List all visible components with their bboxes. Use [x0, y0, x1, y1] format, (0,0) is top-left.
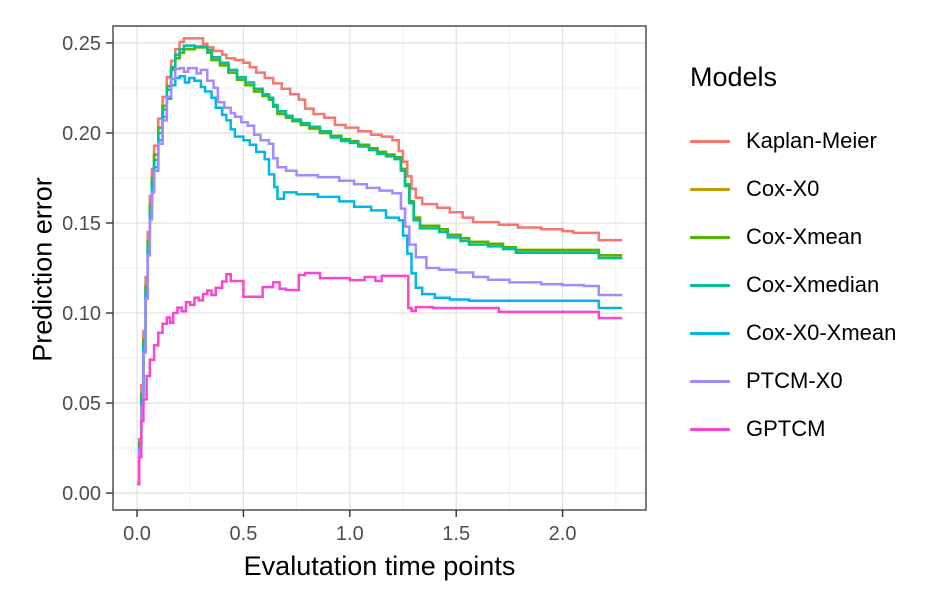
- series-line-ptcm-x0: [137, 66, 623, 486]
- legend-title: Models: [690, 62, 778, 92]
- legend-key-kaplan-meier: [690, 139, 730, 143]
- legend-item-cox-xmean: Cox-Xmean: [690, 213, 896, 261]
- legend-key-cox-x0: [690, 187, 730, 191]
- series-line-kaplan-meier: [137, 37, 623, 486]
- legend-item-label: PTCM-X0: [746, 368, 843, 393]
- series-line-cox-xmedian: [137, 44, 623, 486]
- legend-key-cox-xmedian: [690, 283, 730, 287]
- y-tick-label: 0.00: [62, 483, 101, 505]
- series-line-cox-x0-xmean: [137, 74, 623, 486]
- y-tick-label: 0.10: [62, 303, 101, 325]
- y-tick-label: 0.25: [62, 33, 101, 55]
- legend-item-cox-x0-xmean: Cox-X0-Xmean: [690, 309, 896, 357]
- legend-item-gptcm: GPTCM: [690, 405, 896, 453]
- x-axis-title: Evalutation time points: [243, 551, 516, 581]
- legend-item-label: Cox-Xmean: [746, 224, 863, 249]
- legend-key-gptcm: [690, 427, 730, 431]
- legend-key-cox-x0-xmean: [690, 331, 730, 335]
- legend-item-label: GPTCM: [746, 416, 826, 441]
- panel-border: [112, 25, 647, 511]
- legend-item-label: Cox-X0: [746, 176, 820, 201]
- y-axis-title: Prediction error: [27, 177, 58, 362]
- legend-item-kaplan-meier: Kaplan-Meier: [690, 117, 896, 165]
- x-tick-label: 1.5: [442, 523, 470, 545]
- x-tick-label: 0.5: [230, 523, 258, 545]
- y-tick-label: 0.15: [62, 213, 101, 235]
- legend: Models Kaplan-Meier Cox-X0 Cox-Xmean Cox-Xm…: [690, 60, 896, 453]
- legend-item-label: Cox-Xmedian: [746, 272, 880, 297]
- x-tick-label: 0.0: [123, 523, 151, 545]
- legend-key-ptcm-x0: [690, 379, 730, 383]
- legend-item-label: Cox-X0-Xmean: [746, 320, 897, 345]
- legend-rows: Kaplan-Meier Cox-X0 Cox-Xmean Cox-Xmedian Co…: [690, 117, 896, 453]
- legend-item-ptcm-x0: PTCM-X0: [690, 357, 896, 405]
- x-tick-label: 2.0: [549, 523, 577, 545]
- legend-item-cox-x0: Cox-X0: [690, 165, 896, 213]
- y-tick-label: 0.05: [62, 393, 101, 415]
- legend-item-cox-xmedian: Cox-Xmedian: [690, 261, 896, 309]
- legend-key-cox-xmean: [690, 235, 730, 239]
- legend-item-label: Kaplan-Meier: [746, 128, 877, 153]
- y-tick-label: 0.20: [62, 123, 101, 145]
- series-line-gptcm: [137, 271, 623, 486]
- x-tick-label: 1.0: [336, 523, 364, 545]
